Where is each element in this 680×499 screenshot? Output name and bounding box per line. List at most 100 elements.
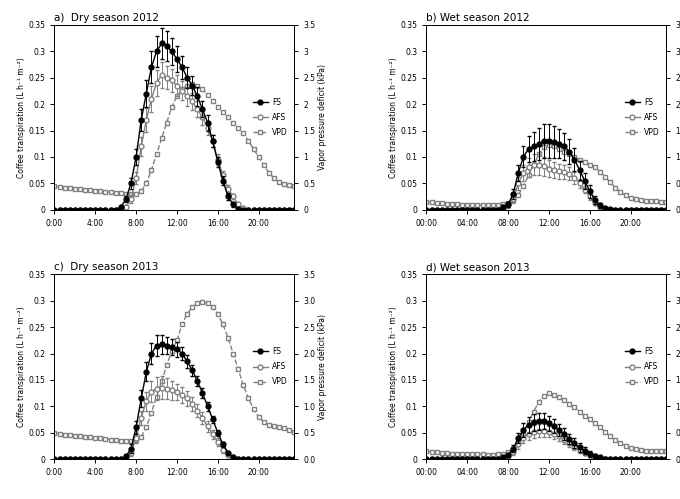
VPD (499, 451, 507, 457)
VPD (203, 92, 211, 98)
VPD (214, 311, 222, 317)
VPD (458, 202, 466, 208)
VPD (137, 188, 146, 194)
VPD (142, 425, 150, 431)
VPD (555, 394, 563, 400)
VPD (81, 434, 89, 440)
VPD (76, 434, 84, 440)
VPD (270, 175, 278, 181)
VPD (81, 187, 89, 193)
VPD (432, 200, 441, 206)
VPD (626, 195, 634, 201)
VPD (565, 401, 573, 407)
VPD (453, 202, 461, 208)
VPD (132, 437, 140, 443)
VPD (50, 183, 58, 189)
VPD (280, 426, 288, 432)
VPD (596, 169, 604, 175)
VPD (265, 422, 273, 428)
VPD (71, 186, 79, 192)
VPD (575, 157, 583, 163)
VPD (66, 432, 74, 438)
VPD (209, 98, 217, 104)
VPD (438, 450, 446, 456)
VPD (469, 202, 477, 208)
VPD (509, 446, 517, 452)
VPD (469, 451, 477, 457)
VPD (616, 440, 624, 446)
VPD (117, 190, 125, 196)
VPD (504, 200, 512, 206)
VPD (158, 135, 166, 141)
VPD (575, 409, 583, 415)
VPD (254, 154, 262, 160)
Line: VPD: VPD (52, 82, 296, 196)
VPD (601, 429, 609, 435)
VPD (86, 187, 95, 193)
Y-axis label: Coffee transpiration (L h⁻¹ m⁻²): Coffee transpiration (L h⁻¹ m⁻²) (16, 57, 26, 178)
VPD (107, 189, 115, 195)
VPD (432, 449, 441, 455)
VPD (168, 104, 176, 110)
VPD (239, 382, 248, 388)
VPD (280, 181, 288, 187)
VPD (148, 410, 156, 416)
VPD (285, 427, 293, 433)
VPD (183, 311, 191, 317)
VPD (158, 378, 166, 384)
VPD (443, 201, 451, 207)
VPD (97, 436, 105, 442)
VPD (571, 154, 579, 160)
Y-axis label: Coffee transpiration (L h⁻¹ m⁻²): Coffee transpiration (L h⁻¹ m⁻²) (16, 306, 26, 427)
VPD (596, 425, 604, 431)
VPD (530, 409, 538, 415)
VPD (152, 394, 160, 400)
VPD (422, 199, 430, 205)
VPD (107, 437, 115, 443)
VPD (483, 452, 492, 458)
VPD (565, 151, 573, 157)
VPD (662, 199, 670, 205)
VPD (290, 183, 299, 189)
VPD (632, 196, 640, 202)
VPD (591, 420, 599, 426)
VPD (275, 425, 283, 431)
VPD (545, 142, 553, 148)
VPD (203, 300, 211, 306)
VPD (571, 404, 579, 410)
VPD (458, 451, 466, 457)
Text: a)  Dry season 2012: a) Dry season 2012 (54, 13, 159, 23)
VPD (550, 392, 558, 398)
Y-axis label: Vapor pressure deficit (kPa): Vapor pressure deficit (kPa) (318, 314, 327, 420)
VPD (626, 445, 634, 451)
VPD (453, 451, 461, 457)
VPD (66, 185, 74, 191)
Text: c)  Dry season 2013: c) Dry season 2013 (54, 262, 158, 272)
VPD (229, 120, 237, 126)
VPD (540, 144, 548, 150)
Legend: FS, AFS, VPD: FS, AFS, VPD (622, 344, 662, 389)
VPD (509, 197, 517, 203)
VPD (606, 433, 614, 439)
VPD (483, 203, 492, 209)
VPD (616, 189, 624, 195)
Line: VPD: VPD (425, 144, 668, 207)
VPD (86, 435, 95, 441)
VPD (76, 186, 84, 192)
Text: b) Wet season 2012: b) Wet season 2012 (426, 13, 530, 23)
VPD (647, 448, 655, 454)
VPD (50, 430, 58, 436)
VPD (132, 191, 140, 197)
Legend: FS, AFS, VPD: FS, AFS, VPD (250, 95, 290, 140)
VPD (265, 170, 273, 176)
VPD (642, 448, 650, 454)
Text: d) Wet season 2013: d) Wet season 2013 (426, 262, 530, 272)
VPD (540, 393, 548, 399)
VPD (530, 162, 538, 168)
VPD (127, 438, 135, 444)
VPD (183, 83, 191, 89)
VPD (632, 446, 640, 452)
VPD (448, 202, 456, 208)
VPD (250, 406, 258, 412)
VPD (494, 451, 502, 457)
